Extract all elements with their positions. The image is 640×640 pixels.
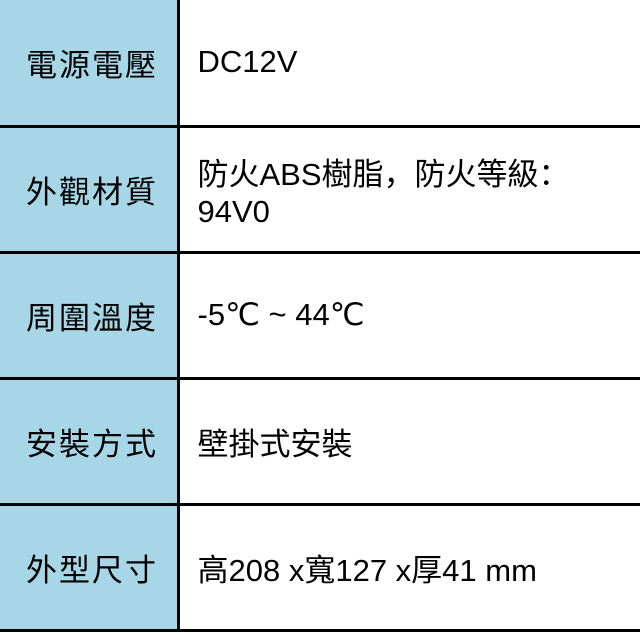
spec-value: 壁掛式安裝 — [178, 378, 640, 504]
table-row: 電源電壓 DC12V — [0, 0, 640, 126]
spec-value: 高208 x寬127 x厚41 mm — [178, 504, 640, 630]
spec-table: 電源電壓 DC12V 外觀材質 防火ABS樹脂，防火等級：94V0 周圍溫度 -… — [0, 0, 640, 632]
spec-value: -5℃ ~ 44℃ — [178, 252, 640, 378]
spec-label: 外觀材質 — [0, 126, 178, 252]
spec-label: 安裝方式 — [0, 378, 178, 504]
spec-value: DC12V — [178, 0, 640, 126]
spec-label: 外型尺寸 — [0, 504, 178, 630]
table-row: 安裝方式 壁掛式安裝 — [0, 378, 640, 504]
table-row: 外觀材質 防火ABS樹脂，防火等級：94V0 — [0, 126, 640, 252]
spec-label: 電源電壓 — [0, 0, 178, 126]
table-row: 周圍溫度 -5℃ ~ 44℃ — [0, 252, 640, 378]
spec-value: 防火ABS樹脂，防火等級：94V0 — [178, 126, 640, 252]
spec-label: 周圍溫度 — [0, 252, 178, 378]
table-row: 外型尺寸 高208 x寬127 x厚41 mm — [0, 504, 640, 630]
